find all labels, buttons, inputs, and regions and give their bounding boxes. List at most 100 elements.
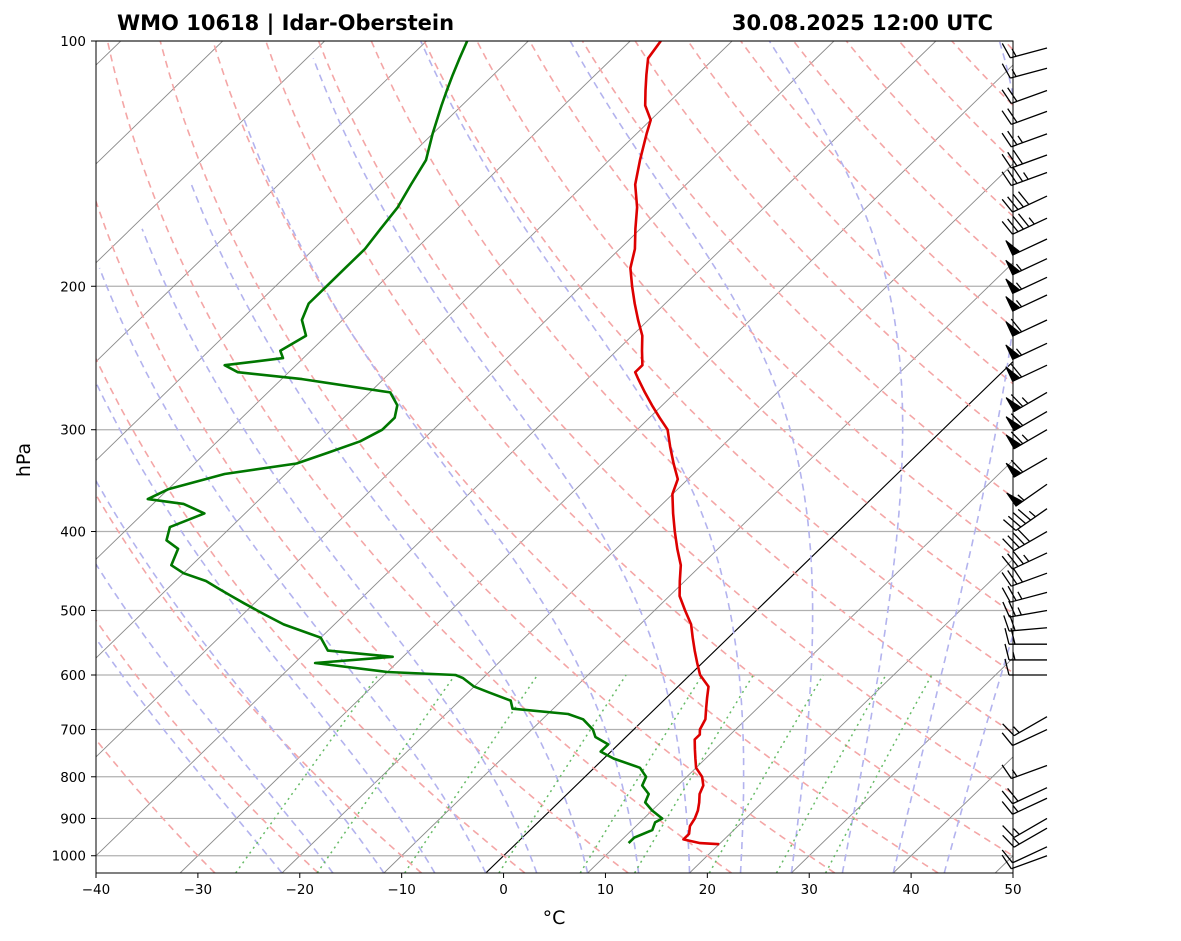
- y-tick-label: 800: [60, 770, 86, 786]
- wind-barb: [1002, 508, 1048, 532]
- wind-barb: [1005, 276, 1048, 295]
- barb-shaft: [1013, 530, 1048, 552]
- moist-adiabat: [96, 562, 334, 873]
- barb-shaft: [1015, 508, 1048, 532]
- wind-barb: [1005, 318, 1048, 337]
- wind-barb: [1002, 817, 1048, 839]
- barb-full: [1004, 658, 1010, 676]
- barb-full: [1002, 723, 1015, 737]
- dry-adiabat: [96, 357, 526, 873]
- barb-flag: [1005, 366, 1021, 382]
- barb-half: [1017, 607, 1022, 616]
- wind-barb: [1001, 63, 1048, 79]
- dry-adiabat: [96, 493, 423, 873]
- isotherm: [281, 163, 1013, 873]
- barb-full: [1007, 130, 1018, 146]
- barb-shaft: [1011, 133, 1048, 148]
- barb-full: [1010, 459, 1024, 473]
- barb-half: [1012, 804, 1019, 813]
- moist-adiabat: [312, 58, 691, 873]
- y-axis-label: hPa: [13, 443, 35, 477]
- barb-shaft: [1013, 817, 1048, 839]
- moist-adiabat: [96, 380, 436, 873]
- barb-full: [1004, 628, 1010, 645]
- x-tick-label: 20: [699, 882, 716, 898]
- barb-full: [1008, 600, 1017, 617]
- wind-barb: [1001, 213, 1048, 235]
- barb-shaft: [1009, 609, 1048, 618]
- barb-flag: [1005, 240, 1021, 256]
- wind-barb: [1001, 797, 1048, 815]
- barb-full: [1012, 193, 1024, 208]
- barb-flag: [1005, 296, 1021, 312]
- moist-adiabat: [96, 637, 283, 873]
- barb-full: [1001, 801, 1014, 815]
- barb-full: [1001, 732, 1014, 747]
- barb-full: [1007, 218, 1019, 233]
- y-tick-label: 600: [60, 668, 86, 684]
- x-tick-label: −30: [184, 882, 213, 898]
- barb-full: [1007, 570, 1018, 585]
- moist-adiabat: [768, 41, 904, 873]
- barb-half: [1023, 554, 1030, 562]
- barb-half: [1017, 494, 1025, 501]
- barb-full: [1001, 854, 1012, 870]
- dry-adiabat: [1057, 41, 1181, 873]
- dry-adiabat: [106, 41, 732, 873]
- barb-shaft: [1013, 716, 1048, 737]
- barb-shaft: [1012, 787, 1048, 805]
- barb-flag: [1005, 462, 1022, 478]
- wind-barb: [1001, 87, 1048, 105]
- barb-full: [1001, 132, 1012, 148]
- dry-adiabat: [898, 41, 1013, 162]
- y-tick-label: 400: [60, 525, 86, 541]
- barb-full: [1012, 512, 1027, 525]
- barb-full: [1017, 529, 1031, 542]
- moist-adiabat: [96, 479, 385, 873]
- isotherm: [994, 855, 1013, 873]
- mixing-ratio-line: [498, 674, 627, 873]
- isotherm: [96, 41, 529, 461]
- barb-full: [1002, 825, 1015, 838]
- barb-full: [1001, 764, 1012, 779]
- mixing-ratio-line: [775, 674, 887, 873]
- isotherm: [892, 756, 1013, 873]
- isotherm: [179, 64, 1013, 873]
- barb-full: [1007, 151, 1018, 167]
- barb-shaft: [1012, 728, 1048, 747]
- barb-half: [1028, 510, 1036, 518]
- barb-half: [1028, 217, 1035, 225]
- temperature-profile: [629, 41, 720, 846]
- wind-barb: [1005, 363, 1048, 382]
- barb-flag: [1005, 344, 1021, 361]
- wind-barb: [1001, 846, 1048, 864]
- moist-adiabat: [419, 41, 745, 873]
- y-tick-label: 700: [60, 723, 86, 739]
- moist-adiabat: [243, 119, 640, 873]
- x-axis-ticks: −40 −30 −20 −10 0 10 20 30 40 50: [82, 873, 1022, 898]
- barb-full: [1010, 318, 1023, 333]
- mixing-ratio-line: [633, 674, 754, 873]
- barb-full: [1001, 171, 1012, 186]
- barb-full: [1002, 601, 1011, 618]
- wind-barb: [1004, 658, 1047, 676]
- barb-full: [1012, 149, 1024, 165]
- barb-full: [1007, 585, 1017, 601]
- mixing-ratio-line: [404, 674, 539, 873]
- x-tick-label: 0: [499, 882, 508, 898]
- wind-barb: [1005, 258, 1048, 276]
- wind-barb: [1002, 529, 1048, 552]
- wind-barb: [1001, 130, 1048, 148]
- isotherm: [96, 41, 733, 659]
- wind-barb: [1001, 568, 1048, 587]
- barb-full: [1012, 550, 1024, 565]
- barb-full: [1004, 643, 1010, 661]
- dry-adiabat: [1004, 41, 1013, 51]
- wind-barb: [1001, 728, 1048, 747]
- barb-shaft: [1012, 195, 1048, 213]
- barb-flag: [1005, 416, 1022, 432]
- mixing-ratio-line: [235, 674, 379, 873]
- dry-adiabat: [792, 41, 1013, 273]
- dry-adiabat: [634, 41, 1013, 442]
